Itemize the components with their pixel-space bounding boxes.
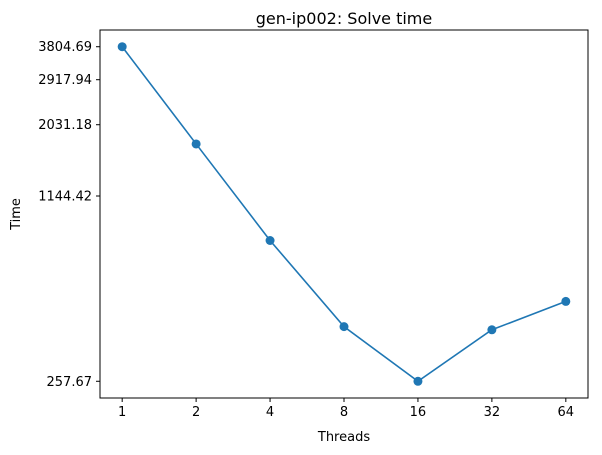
chart-title: gen-ip002: Solve time <box>256 9 432 28</box>
x-tick-label: 64 <box>558 405 575 420</box>
y-tick-label: 1144.42 <box>38 190 92 205</box>
data-point <box>265 235 275 245</box>
x-tick-label: 32 <box>484 405 501 420</box>
data-point <box>117 42 127 52</box>
y-axis-label: Time <box>9 198 24 231</box>
data-points <box>117 42 571 386</box>
x-axis-label: Threads <box>317 430 370 445</box>
x-tick-label: 2 <box>192 405 200 420</box>
data-point <box>191 139 201 149</box>
data-point <box>413 376 423 386</box>
x-axis: 1 2 4 8 16 32 64 <box>118 398 574 420</box>
y-tick-label: 3804.69 <box>38 40 92 55</box>
plot-frame <box>99 29 589 399</box>
x-tick-label: 1 <box>118 405 126 420</box>
y-axis: 257.67 1144.42 2031.18 2917.94 3804.69 <box>38 40 100 390</box>
y-tick-label: 2031.18 <box>38 118 92 133</box>
data-point <box>339 322 349 332</box>
x-tick-label: 8 <box>340 405 348 420</box>
data-point <box>487 325 497 335</box>
y-tick-label: 2917.94 <box>38 73 92 88</box>
data-point <box>561 296 571 306</box>
x-tick-label: 16 <box>410 405 427 420</box>
x-tick-label: 4 <box>266 405 274 420</box>
y-tick-label: 257.67 <box>47 375 93 390</box>
